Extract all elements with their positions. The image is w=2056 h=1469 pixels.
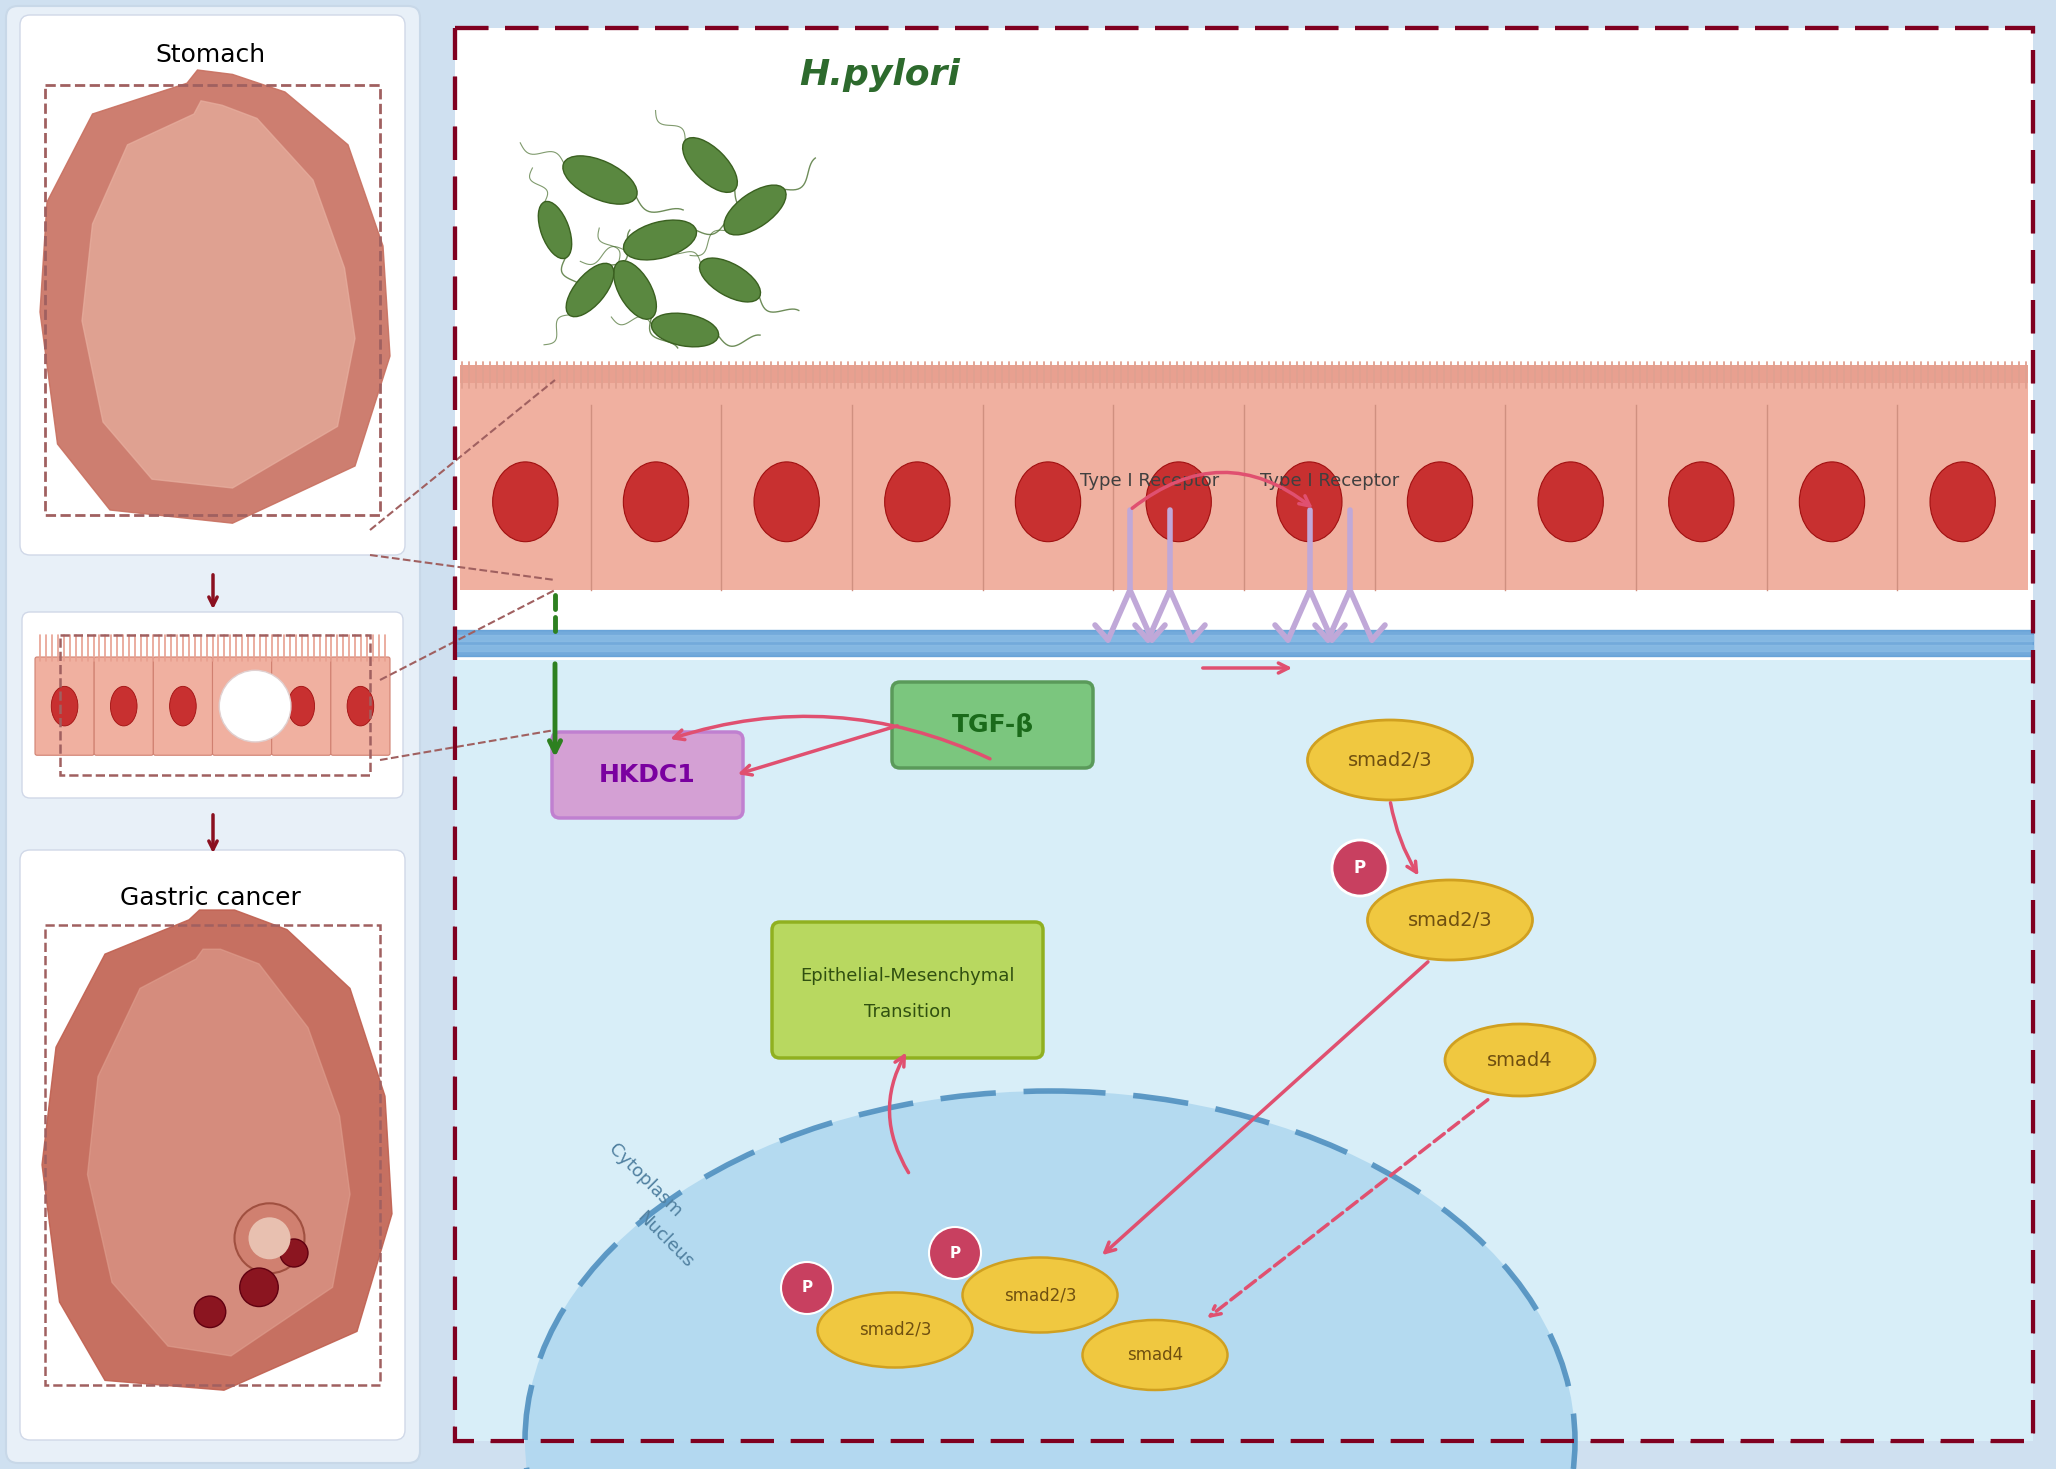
Text: H.pylori: H.pylori [800,57,960,93]
Ellipse shape [524,1091,1575,1469]
Text: Cytoplasm: Cytoplasm [604,1140,685,1221]
Text: P: P [1355,859,1365,877]
Circle shape [1332,840,1388,896]
Ellipse shape [1931,461,1994,542]
Text: TGF-β: TGF-β [952,712,1034,737]
Text: smad2/3: smad2/3 [1003,1285,1075,1304]
FancyBboxPatch shape [892,682,1094,768]
Bar [45,925,380,1385]
Text: Type I Receptor: Type I Receptor [1079,472,1219,491]
Ellipse shape [1367,880,1532,961]
FancyBboxPatch shape [331,657,391,755]
Ellipse shape [1445,1024,1595,1096]
Ellipse shape [724,185,785,235]
FancyBboxPatch shape [21,15,405,555]
FancyBboxPatch shape [23,613,403,798]
Circle shape [241,1268,278,1306]
Text: Nucleus: Nucleus [633,1209,697,1272]
FancyBboxPatch shape [454,660,2033,1441]
Circle shape [280,1238,308,1266]
Text: P: P [802,1281,812,1296]
Ellipse shape [51,686,78,726]
Text: Type I Receptor: Type I Receptor [1260,472,1400,491]
Ellipse shape [493,461,557,542]
Text: smad2/3: smad2/3 [859,1321,931,1340]
Ellipse shape [755,461,820,542]
FancyBboxPatch shape [6,6,419,1463]
Circle shape [929,1227,981,1279]
Polygon shape [41,909,393,1390]
Text: Stomach: Stomach [154,43,265,68]
Polygon shape [39,71,391,523]
Text: Transition: Transition [864,1003,952,1021]
Ellipse shape [563,156,637,204]
FancyBboxPatch shape [35,657,95,755]
Ellipse shape [1799,461,1865,542]
Ellipse shape [539,201,572,259]
Text: HKDC1: HKDC1 [598,762,695,787]
Circle shape [249,1218,290,1259]
Text: Gastric cancer: Gastric cancer [119,886,300,909]
Ellipse shape [1145,461,1211,542]
Ellipse shape [652,313,720,347]
FancyBboxPatch shape [271,657,331,755]
FancyBboxPatch shape [95,657,154,755]
Ellipse shape [1669,461,1733,542]
Ellipse shape [169,686,195,726]
Text: smad4: smad4 [1486,1050,1552,1069]
Ellipse shape [1308,720,1472,801]
Ellipse shape [699,259,761,303]
Ellipse shape [111,686,138,726]
Polygon shape [88,949,350,1356]
Circle shape [234,1203,304,1274]
Circle shape [220,670,290,742]
Polygon shape [82,101,356,488]
Ellipse shape [623,220,697,260]
Bar [45,85,380,516]
Ellipse shape [613,260,656,319]
FancyBboxPatch shape [771,923,1042,1058]
FancyBboxPatch shape [154,657,212,755]
Bar [461,380,2027,591]
Ellipse shape [1016,461,1081,542]
Bar [60,635,370,776]
Ellipse shape [347,686,374,726]
Text: smad2/3: smad2/3 [1347,751,1433,770]
Ellipse shape [565,263,615,317]
Ellipse shape [1084,1321,1227,1390]
Bar [461,364,2027,383]
Text: Epithelial-Mesenchymal: Epithelial-Mesenchymal [800,967,1016,984]
Ellipse shape [288,686,315,726]
Ellipse shape [228,686,255,726]
Text: smad2/3: smad2/3 [1408,911,1493,930]
Text: smad4: smad4 [1127,1346,1182,1365]
FancyBboxPatch shape [21,851,405,1440]
Ellipse shape [962,1257,1118,1332]
Ellipse shape [818,1293,972,1368]
FancyBboxPatch shape [551,732,742,818]
FancyBboxPatch shape [454,28,2033,1441]
FancyBboxPatch shape [212,657,271,755]
Text: P: P [950,1246,960,1260]
Ellipse shape [683,138,738,192]
Circle shape [193,1296,226,1328]
Ellipse shape [1277,461,1343,542]
Ellipse shape [884,461,950,542]
Ellipse shape [1538,461,1604,542]
Ellipse shape [623,461,689,542]
Ellipse shape [1408,461,1472,542]
Circle shape [781,1262,833,1313]
